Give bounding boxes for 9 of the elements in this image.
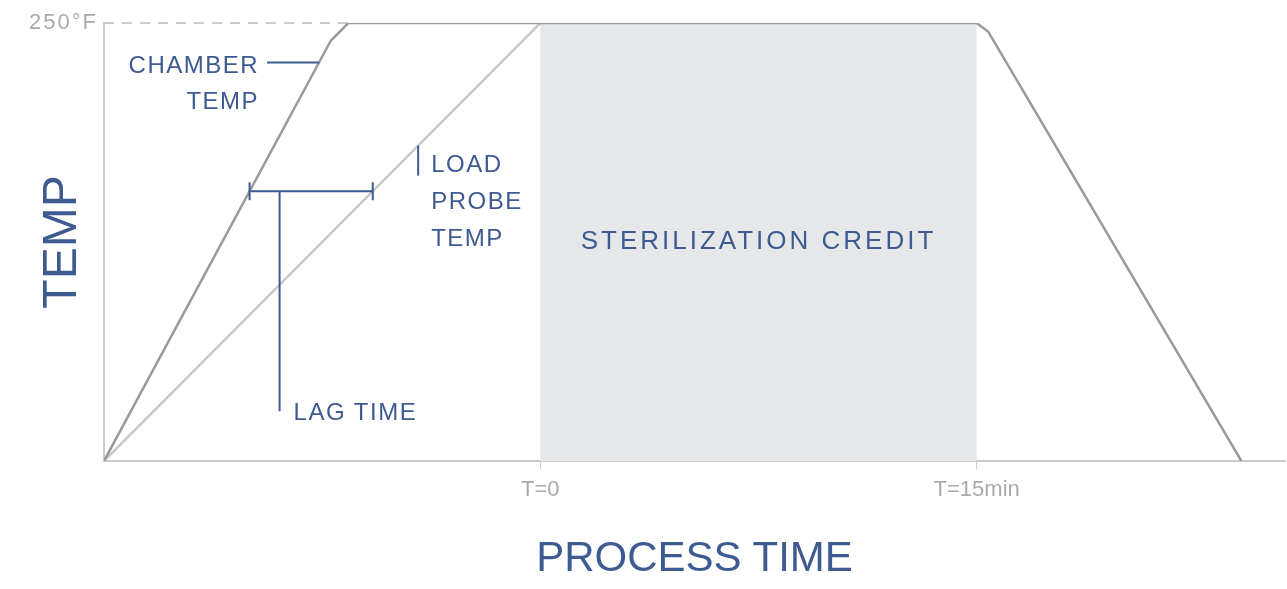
series-label: LOAD PROBE TEMP	[431, 150, 523, 252]
ref-line-label: 250°F	[29, 9, 98, 35]
x-tick-label: T=15min	[933, 476, 1020, 502]
series-label: CHAMBER TEMP	[128, 51, 260, 115]
annotation: LAG TIME	[293, 397, 418, 425]
x-axis-title: PROCESS TIME	[536, 533, 853, 581]
x-tick-label: T=0	[521, 476, 560, 502]
band-label: STERILIZATION CREDIT	[580, 225, 937, 256]
y-axis-title: TEMP	[33, 175, 87, 309]
